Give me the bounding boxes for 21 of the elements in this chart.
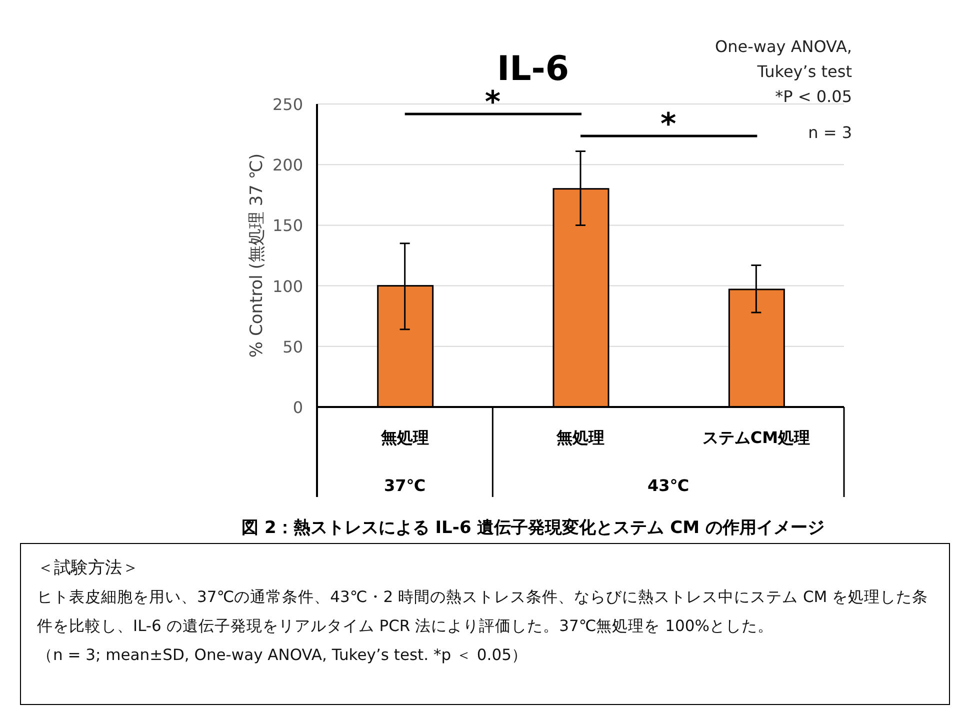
text: ＜試験方法＞ (37, 557, 140, 580)
y-tick-label: 150 (272, 216, 303, 236)
x-tick-label: 無処理 (556, 428, 604, 447)
text: （n = 3; mean±SD, One-way ANOVA, Tukey’s test. *p ＜ 0.05） (37, 645, 528, 666)
annotation: *P < 0.05 (775, 87, 852, 106)
annotation: * (660, 107, 676, 142)
caption: 図 2：熱ストレスによる IL-6 遺伝子発現変化とステム CM の作用イメージ (242, 518, 824, 538)
text: 37℃ (384, 476, 426, 495)
x-tick-label: ステムCM処理 (702, 428, 810, 447)
annotation: n = 3 (808, 123, 852, 142)
y-tick-label: 100 (272, 276, 303, 296)
text: ヒト表皮細胞を用い、37℃の通常条件、43℃・2 時間の熱ストレス条件、ならびに熱ストレス中にステム CM を処理した条件を比較し、IL-6 の遺伝子発現をリアルタイム PCR 法により評価した。37℃無処理を 100%とした。 (37, 587, 930, 637)
y-tick-label: 250 (272, 95, 303, 114)
y-axis-title: % Control (無処理 37 ℃) (247, 153, 267, 358)
text: 43℃ (648, 476, 690, 495)
text: One-way ANOVA, (715, 37, 852, 56)
y-tick-label: 0 (292, 398, 303, 417)
x-tick-label: 無処理 (380, 428, 429, 447)
text: Tukey’s test (756, 62, 852, 81)
y-tick-label: 50 (282, 337, 303, 356)
y-tick-label: 200 (272, 156, 303, 175)
